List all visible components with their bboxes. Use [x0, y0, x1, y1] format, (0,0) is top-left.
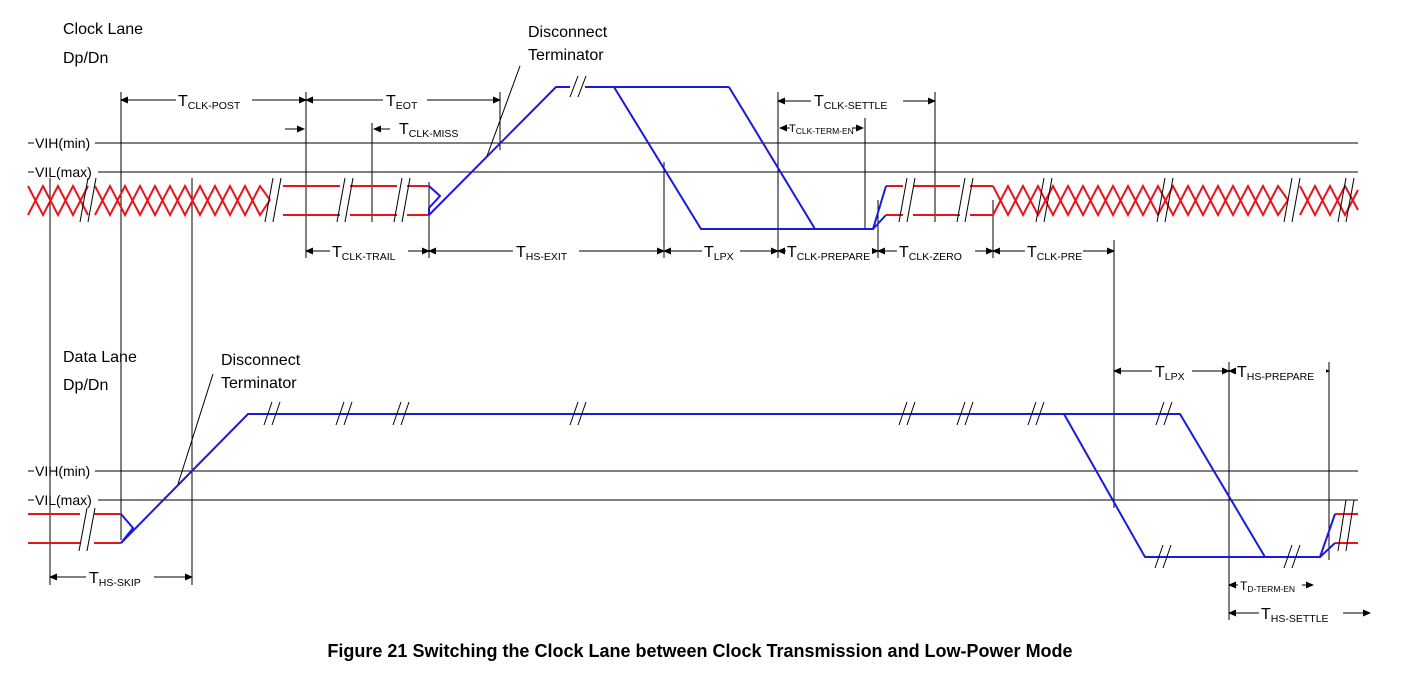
clock-terminator-note: Disconnect [528, 24, 608, 41]
threshold-lines [95, 142, 1358, 501]
data-terminator-note: Disconnect [221, 352, 301, 369]
svg-text:TCLK-PREPARE: TCLK-PREPARE [787, 244, 870, 263]
terminator-pointers [177, 65, 521, 485]
level-labels: VIH(min) VIL(max) VIH(min) VIL(max) [28, 135, 92, 508]
svg-text:TCLK-PRE: TCLK-PRE [1027, 244, 1082, 263]
clock-lane-subtitle: Dp/Dn [63, 50, 108, 67]
svg-text:TCLK-ZERO: TCLK-ZERO [899, 244, 962, 263]
svg-text:THS-SKIP: THS-SKIP [89, 570, 141, 589]
svg-text:TD-TERM-EN: TD-TERM-EN [1240, 579, 1295, 594]
clock-break-marks [79, 75, 1355, 223]
svg-text:VIL(max): VIL(max) [35, 164, 92, 180]
timing-labels: TCLK-POST TEOT TCLK-MISS TCLK-SETTLE TCL… [86, 90, 1343, 625]
clock-hs-signal [27, 86, 1359, 230]
svg-text:THS-EXIT: THS-EXIT [516, 244, 568, 263]
svg-text:VIH(min): VIH(min) [35, 135, 90, 151]
timing-clk-post [176, 90, 252, 110]
data-terminator-note-2: Terminator [221, 375, 297, 392]
svg-text:THS-PREPARE: THS-PREPARE [1237, 364, 1314, 383]
figure-caption: Figure 21 Switching the Clock Lane betwe… [327, 641, 1072, 661]
data-lane-title: Data Lane [63, 349, 137, 366]
data-break-marks [78, 401, 1355, 569]
svg-text:TLPX: TLPX [1155, 364, 1185, 383]
data-lane-signal [28, 413, 1358, 558]
clock-terminator-note-2: Terminator [528, 47, 604, 64]
svg-text:TLPX: TLPX [704, 244, 734, 263]
svg-text:TCLK-POST: TCLK-POST [178, 93, 241, 112]
svg-text:TCLK-TERM-EN: TCLK-TERM-EN [789, 123, 854, 136]
svg-text:VIH(min): VIH(min) [35, 463, 90, 479]
data-lane-subtitle: Dp/Dn [63, 377, 108, 394]
svg-text:THS-SETTLE: THS-SETTLE [1261, 606, 1329, 625]
svg-text:VIL(max): VIL(max) [35, 492, 92, 508]
svg-text:TEOT: TEOT [386, 93, 418, 112]
svg-text:TCLK-TRAIL: TCLK-TRAIL [332, 244, 396, 263]
svg-text:TCLK-SETTLE: TCLK-SETTLE [814, 93, 887, 112]
clock-lane-title: Clock Lane [63, 21, 143, 38]
svg-text:TCLK-MISS: TCLK-MISS [399, 121, 458, 140]
